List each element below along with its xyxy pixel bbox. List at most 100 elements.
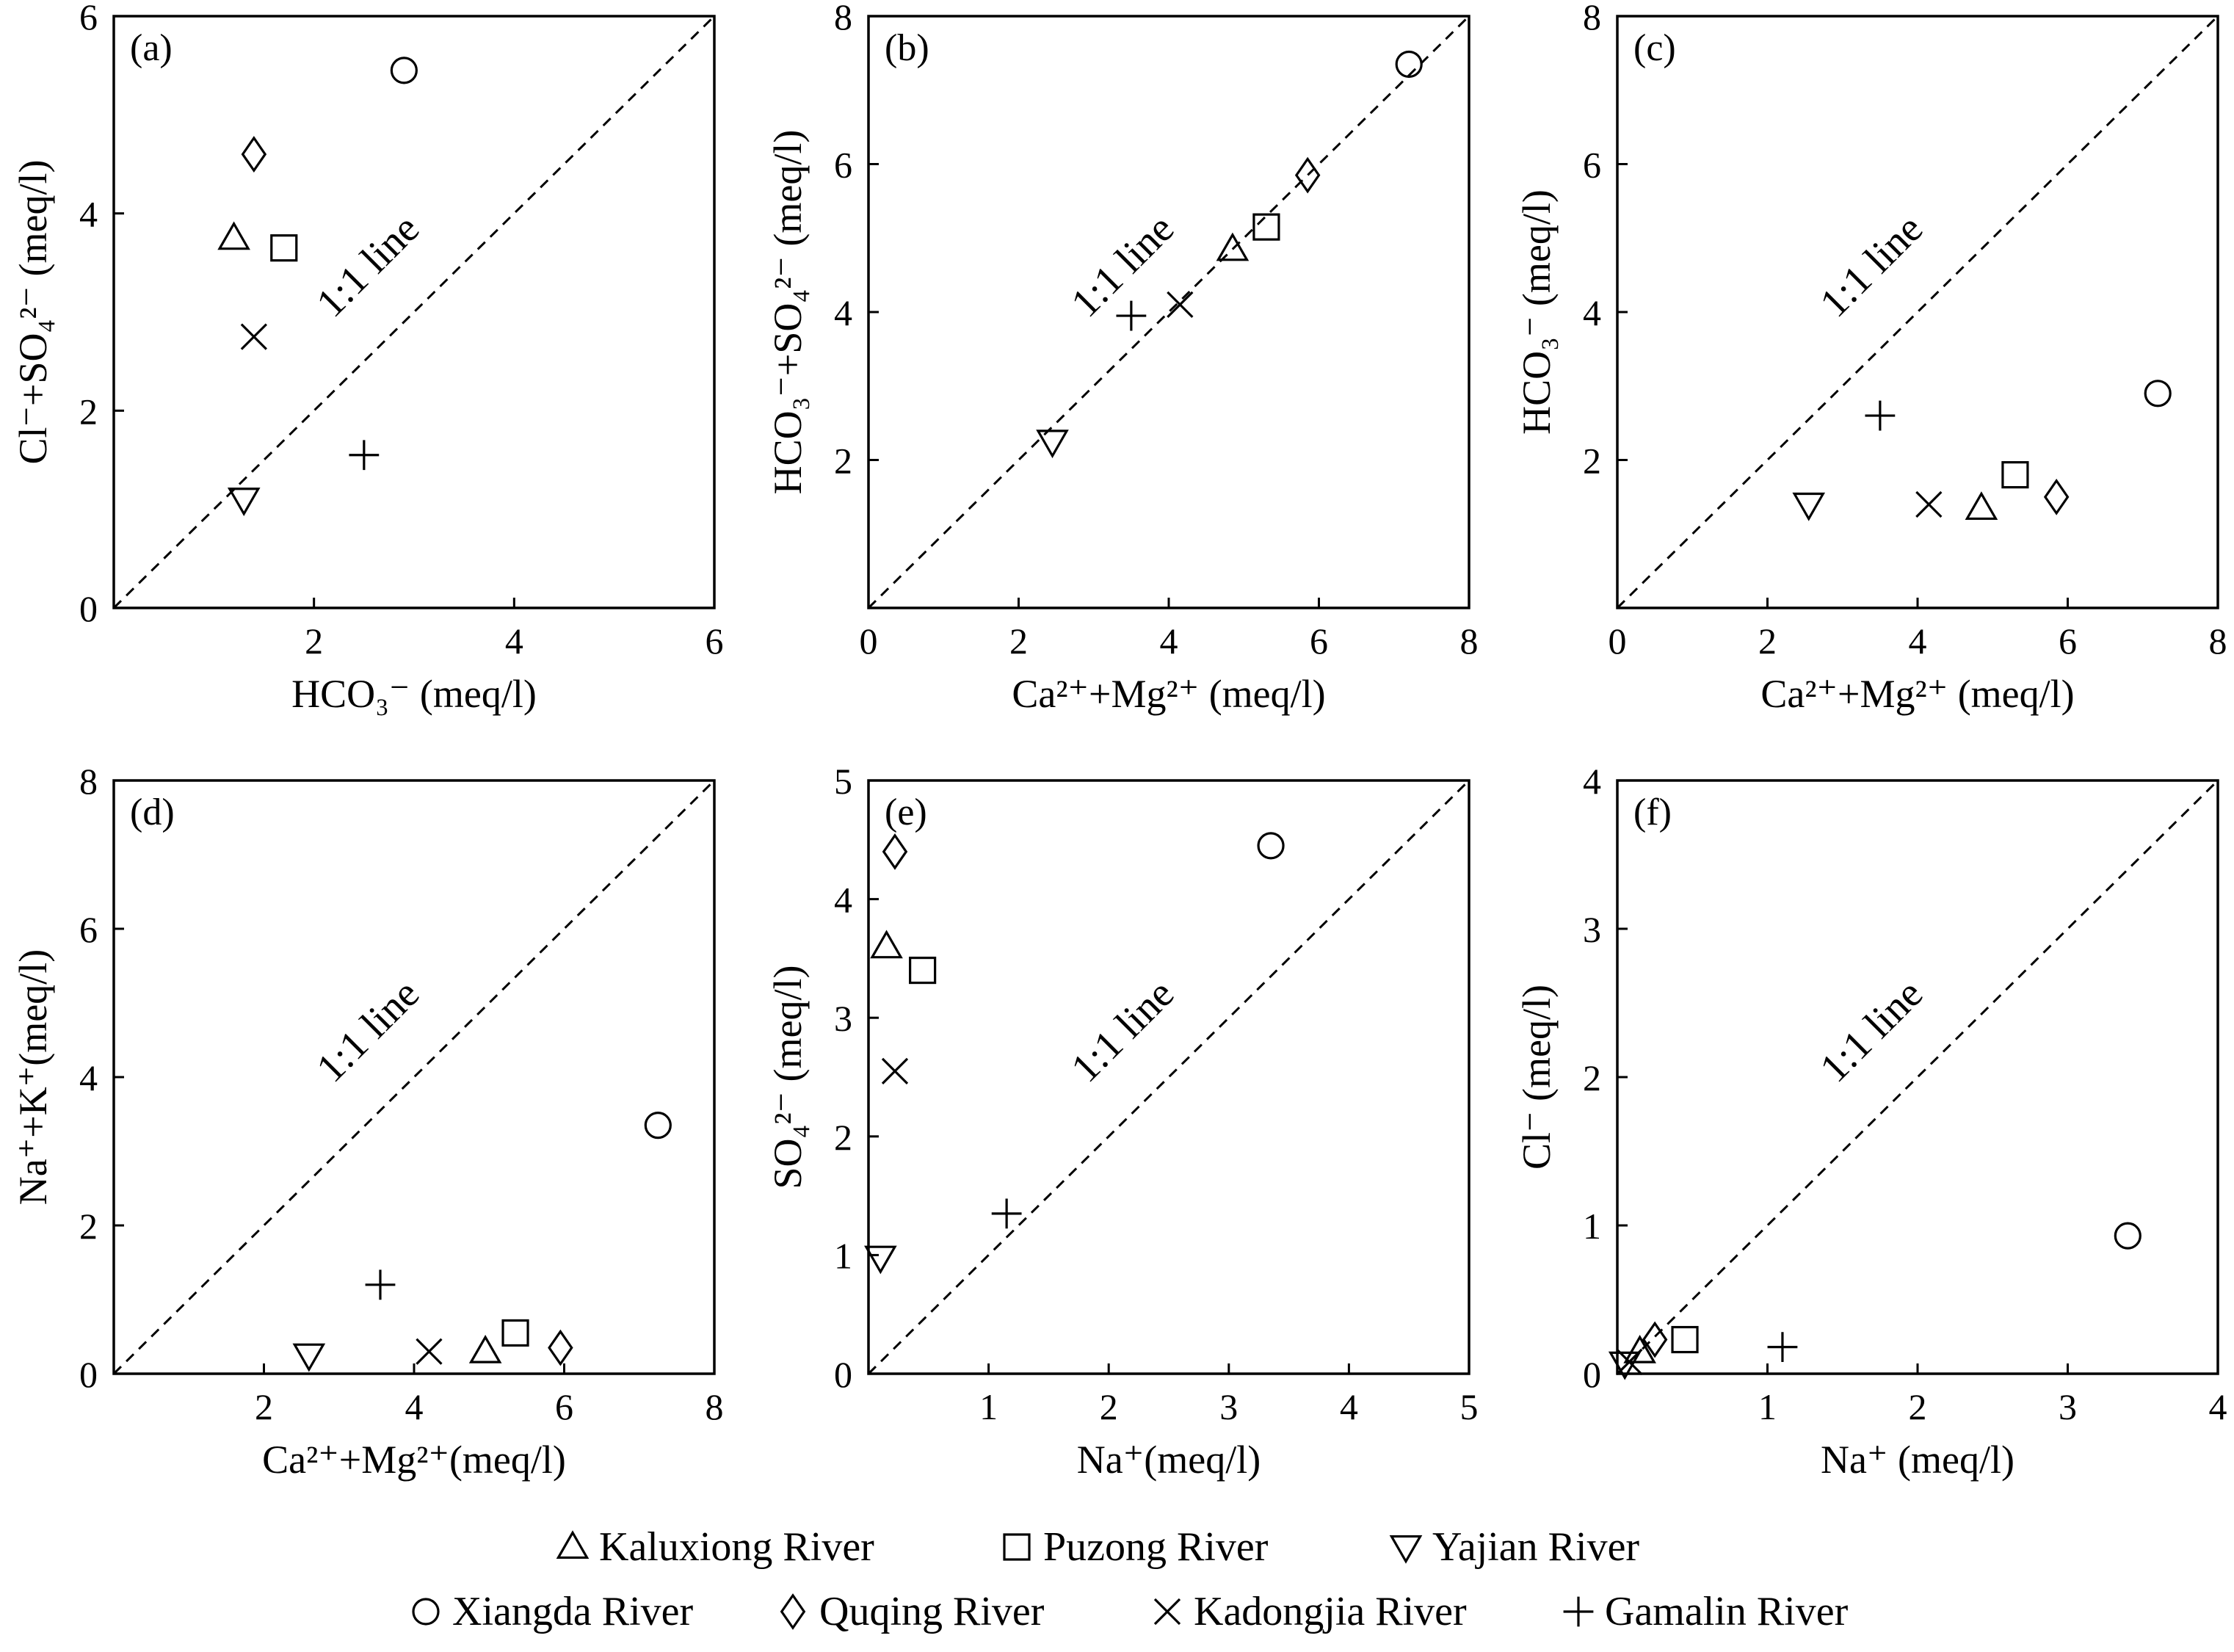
x-tick-label: 4	[2209, 1386, 2227, 1427]
legend-marker-circle	[412, 1598, 440, 1626]
x-tick-label: 6	[555, 1386, 573, 1427]
data-point-kaluxiong-river	[1965, 491, 1998, 521]
data-point-gamalin-river	[1865, 400, 1896, 431]
legend-marker-plus	[1563, 1596, 1594, 1627]
data-point-puzong-river	[270, 234, 298, 262]
y-axis-label: Cl⁻+SO₄²⁻ (meq/l)	[11, 160, 55, 465]
x-tick-label: 2	[1009, 620, 1028, 662]
x-tick-label: 3	[1219, 1386, 1238, 1427]
one-to-one-line-label: 1:1 line	[1062, 971, 1183, 1091]
data-point-kadongjia-river	[1616, 1348, 1643, 1375]
x-tick-label: 6	[706, 620, 724, 662]
one-to-one-line	[867, 15, 1470, 609]
legend-label: Quqing River	[819, 1589, 1045, 1634]
x-tick-label: 5	[1460, 1386, 1479, 1427]
y-tick-label: 2	[834, 1117, 852, 1158]
y-axis-label: SO₄²⁻ (meq/l)	[766, 966, 810, 1189]
scatter-panel-1: 1:1 line 2 4 6 0 2 4 6 (a) HCO₃⁻ (meq/l) Cl⁻+SO₄²⁻…	[11, 0, 724, 716]
y-tick-label: 8	[834, 0, 852, 37]
data-point-kaluxiong-river	[1216, 232, 1250, 261]
y-tick-label: 0	[79, 1354, 98, 1395]
x-tick-label: 8	[2209, 620, 2227, 662]
x-tick-label: 0	[860, 620, 878, 662]
data-point-kaluxiong-river	[217, 221, 250, 250]
y-tick-label: 6	[834, 145, 852, 186]
legend-item-quqing-river: Quqing River	[780, 1589, 1045, 1634]
data-point-puzong-river	[1671, 1325, 1699, 1354]
x-axis-label: HCO₃⁻ (meq/l)	[291, 672, 537, 716]
data-point-quqing-river	[2043, 478, 2070, 515]
data-point-puzong-river	[909, 956, 937, 985]
y-axis-label: Na⁺+K⁺(meq/l)	[11, 949, 55, 1205]
data-point-gamalin-river	[1116, 300, 1147, 331]
data-point-kadongjia-river	[1167, 291, 1194, 319]
scatter-panel-6: 1:1 line 1 2 3 4 0 1 2 3 4 (f) Na⁺ (meq/l) Cl⁻ (meq/…	[1515, 761, 2227, 1482]
panel-label: (c)	[1633, 27, 1676, 69]
one-to-one-line-label: 1:1 line	[308, 971, 428, 1091]
legend-item-xiangda-river: Xiangda River	[412, 1589, 693, 1634]
legend-marker-triangle-down	[1389, 1535, 1423, 1564]
y-tick-label: 6	[1583, 145, 1601, 186]
y-tick-label: 2	[1583, 441, 1601, 482]
one-to-one-line	[867, 779, 1470, 1375]
legend-item-yajian-river: Yajian River	[1389, 1524, 1639, 1570]
data-point-kaluxiong-river	[1623, 1334, 1656, 1363]
scatter-panel-2: 1:1 line 0 2 4 6 8 2 4 6 8 (b) Ca²⁺+Mg²⁺ (meq/l) HCO…	[766, 0, 1479, 716]
data-point-kaluxiong-river	[468, 1334, 502, 1363]
x-tick-label: 6	[2059, 620, 2077, 662]
panel-label: (a)	[130, 27, 173, 69]
scatter-panel-5: 1:1 line 1 2 3 4 5 0 1 2 3 4 5 (e) Na⁺(meq/l) SO₄²⁻ (m…	[766, 761, 1479, 1482]
one-to-one-line	[112, 15, 716, 609]
y-axis-label: Cl⁻ (meq/l)	[1515, 985, 1559, 1170]
data-point-gamalin-river	[991, 1198, 1022, 1229]
one-to-one-line	[112, 779, 716, 1375]
y-tick-label: 1	[834, 1235, 852, 1276]
y-tick-label: 6	[79, 0, 98, 37]
y-tick-label: 0	[834, 1354, 852, 1395]
data-point-xiangda-river	[1395, 50, 1423, 79]
y-tick-label: 3	[1583, 909, 1601, 950]
x-axis-label: Ca²⁺+Mg²⁺(meq/l)	[262, 1438, 566, 1482]
one-to-one-line-label: 1:1 line	[1062, 206, 1183, 326]
y-tick-label: 4	[1583, 292, 1601, 333]
data-point-puzong-river	[501, 1319, 529, 1347]
data-point-quqing-river	[241, 136, 267, 173]
scatter-panel-4: 1:1 line 2 4 6 8 0 2 4 6 8 (d) Ca²⁺+Mg²⁺(meq/l) Na⁺+…	[11, 761, 724, 1482]
panel-label: (d)	[130, 791, 175, 833]
panel-label: (f)	[1633, 791, 1672, 833]
data-point-yajian-river	[227, 488, 261, 516]
x-tick-label: 4	[1160, 620, 1178, 662]
one-to-one-line	[1616, 15, 2219, 609]
y-tick-label: 8	[1583, 0, 1601, 37]
x-tick-label: 8	[1460, 620, 1479, 662]
legend-marker-diamond	[780, 1593, 806, 1630]
legend: Kaluxiong River Puzong River Yajian River X…	[412, 1524, 1849, 1634]
data-point-xiangda-river	[2144, 380, 2172, 407]
x-tick-label: 6	[1310, 620, 1328, 662]
one-to-one-line-label: 1:1 line	[308, 206, 428, 326]
data-point-xiangda-river	[390, 57, 418, 84]
data-point-xiangda-river	[1257, 832, 1285, 860]
one-to-one-line-label: 1:1 line	[1811, 971, 1932, 1091]
data-point-gamalin-river	[349, 440, 380, 471]
data-point-quqing-river	[1294, 156, 1321, 194]
y-tick-label: 1	[1583, 1206, 1601, 1247]
legend-label: Gamalin River	[1605, 1589, 1849, 1634]
x-tick-label: 2	[1100, 1386, 1118, 1427]
legend-marker-x-cross	[1153, 1598, 1181, 1626]
y-tick-label: 2	[834, 441, 852, 482]
plot-frame	[112, 15, 716, 609]
y-tick-label: 8	[79, 761, 98, 802]
one-to-one-line	[1616, 779, 2219, 1375]
y-tick-label: 3	[834, 998, 852, 1039]
y-tick-label: 4	[834, 292, 852, 333]
y-tick-label: 6	[79, 909, 98, 950]
y-tick-label: 0	[79, 588, 98, 629]
legend-label: Yajian River	[1432, 1524, 1639, 1570]
y-axis-label: HCO₃⁻ (meq/l)	[1515, 189, 1559, 435]
y-tick-label: 4	[834, 880, 852, 921]
data-point-puzong-river	[2001, 461, 2029, 489]
legend-label: Puzong River	[1043, 1524, 1269, 1570]
x-axis-label: Ca²⁺+Mg²⁺ (meq/l)	[1760, 672, 2074, 716]
